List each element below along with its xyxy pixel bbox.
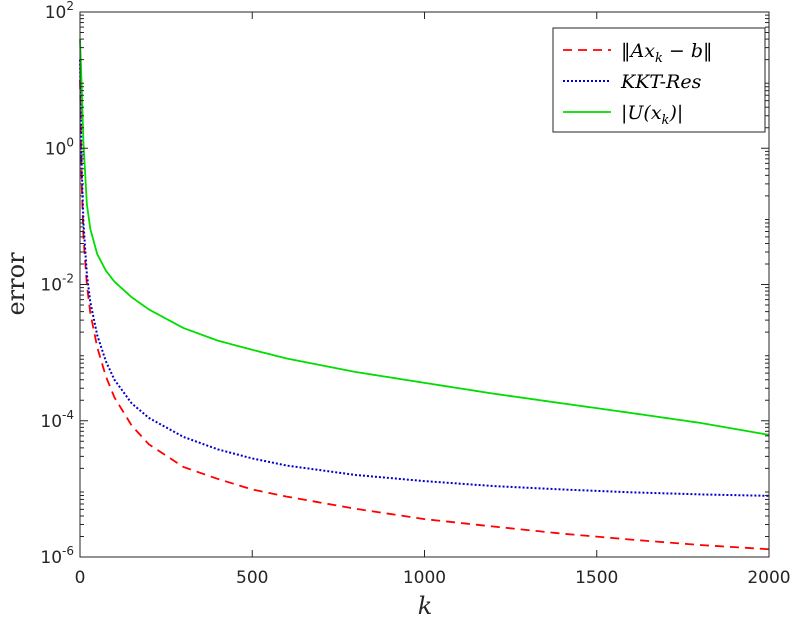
x-tick-label: 2000: [747, 568, 790, 588]
series-layer: [79, 39, 770, 551]
x-tick-label: 1500: [575, 568, 618, 588]
y-tick-label: 10-6: [40, 544, 74, 568]
x-tick-label: 1000: [403, 568, 446, 588]
y-axis: 10-6 10-4 10-2 100 102: [40, 0, 769, 568]
y-tick-label: 10-2: [40, 272, 74, 296]
y-tick-label: 102: [45, 0, 74, 23]
legend: ‖Axk − b‖ KKT-Res |U(xk)|: [552, 27, 766, 133]
series-line-1: [79, 59, 770, 497]
x-axis: 0 500 1000 1500 2000: [75, 12, 791, 588]
y-tick-label: 100: [45, 135, 74, 159]
series-line-2: [79, 39, 770, 436]
legend-label: ‖Axk − b‖: [621, 40, 713, 66]
series-line-0: [79, 80, 770, 551]
x-axis-title: k: [418, 592, 433, 620]
legend-label: KKT-Res: [620, 71, 702, 93]
y-tick-label: 10-4: [40, 408, 74, 432]
x-tick-label: 0: [75, 568, 86, 588]
x-tick-label: 500: [236, 568, 268, 588]
y-axis-title: error: [2, 252, 30, 316]
legend-label: |U(xk)|: [621, 102, 683, 128]
